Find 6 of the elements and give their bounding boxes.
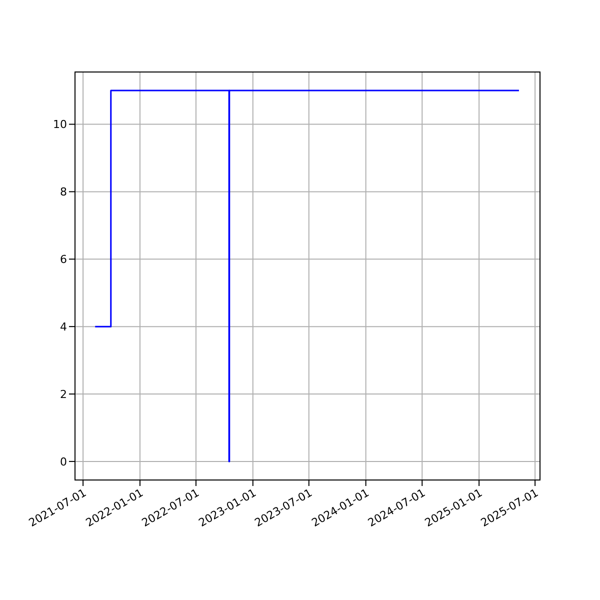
y-tick-label: 10	[53, 118, 67, 132]
y-tick-label: 4	[60, 320, 67, 334]
y-tick-label: 6	[60, 253, 67, 266]
y-tick-label: 2	[60, 388, 67, 401]
y-tick-label: 8	[60, 186, 67, 199]
y-tick-label: 0	[60, 455, 67, 468]
